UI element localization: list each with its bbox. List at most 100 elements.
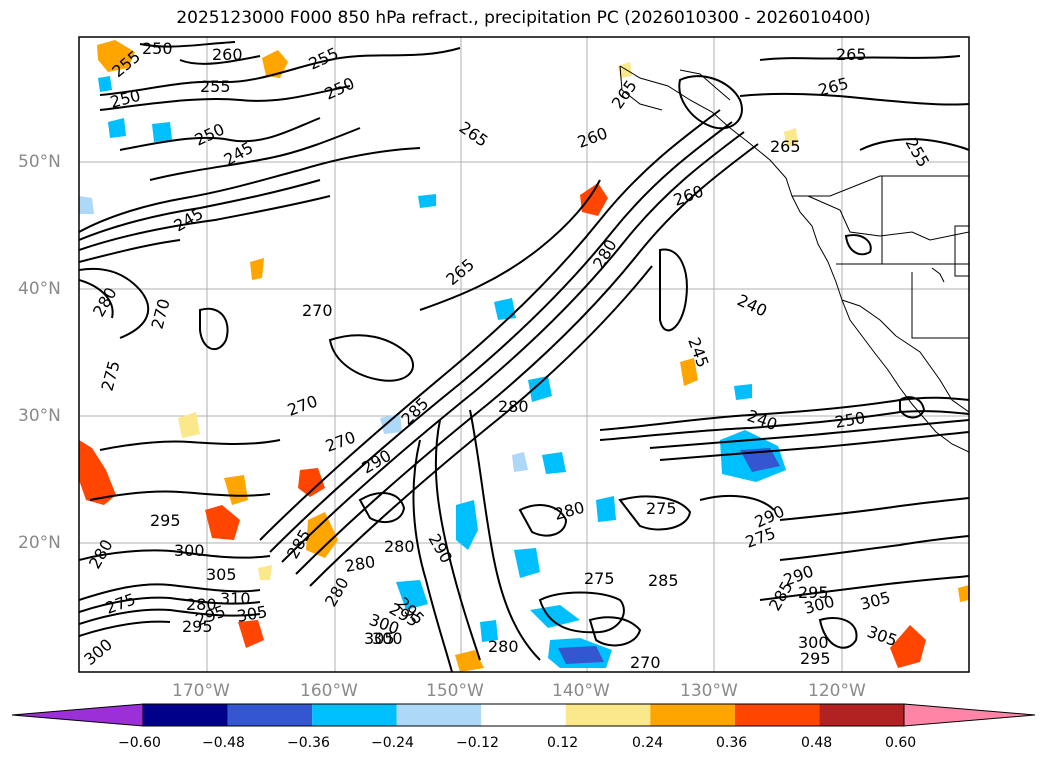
- contour-label: 280: [384, 537, 415, 556]
- colorbar-tick: 0.24: [632, 735, 664, 751]
- colorbar-extend-min: [11, 703, 144, 727]
- precip-positive-area: [618, 62, 632, 78]
- contour-label: 305: [364, 629, 395, 648]
- precip-positive-area: [224, 475, 248, 505]
- colorbar-tick: −0.36: [287, 735, 330, 751]
- colorbar: [11, 703, 1036, 727]
- precip-negative-area: [98, 76, 112, 92]
- map-border: [78, 36, 970, 673]
- refractivity-contours: [79, 41, 969, 672]
- lon-label-170w: 170°W: [172, 681, 230, 701]
- colorbar-segment: [312, 704, 397, 726]
- precip-positive-area: [890, 625, 926, 668]
- contour-label: 265: [836, 45, 867, 64]
- colorbar-segment: [734, 704, 820, 726]
- contour-label: 270: [302, 301, 333, 320]
- precip-negative-area: [514, 548, 540, 578]
- colorbar-segment: [396, 704, 482, 726]
- precip-negative-area: [396, 580, 428, 610]
- contour-label: 295: [182, 617, 213, 636]
- precip-negative-area: [512, 452, 528, 472]
- colorbar-segment: [227, 704, 313, 726]
- contour-label: 260: [212, 45, 243, 64]
- precip-negative-area: [740, 448, 780, 472]
- contour-label: 295: [800, 649, 831, 668]
- lon-label-150w: 150°W: [426, 681, 484, 701]
- precip-positive-area: [238, 620, 264, 648]
- precip-positive-area: [298, 468, 325, 497]
- contour-label: 280: [186, 595, 217, 614]
- colorbar-tick: 0.48: [801, 735, 833, 751]
- precip-negative-area: [152, 122, 172, 142]
- precip-negative-area: [528, 376, 552, 402]
- precip-negative-area: [456, 500, 478, 550]
- colorbar-tick: −0.60: [118, 735, 161, 751]
- map-frame: 250 260 255 250 255 250 255 250 245 245 …: [79, 37, 969, 672]
- colorbar-frame: [142, 703, 905, 727]
- contour-label: 285: [648, 571, 679, 590]
- map-title: 2025123000 F000 850 hPa refract., precip…: [176, 8, 871, 28]
- lat-label-30n: 30°N: [18, 406, 61, 426]
- colorbar-segment: [650, 704, 735, 726]
- precip-negative-area: [480, 620, 498, 642]
- precip-positive-area: [205, 505, 240, 540]
- precip-negative-area: [542, 452, 566, 474]
- precip-positive-area: [97, 40, 135, 72]
- contour-label: 310: [220, 589, 251, 608]
- precip-negative-area: [108, 118, 126, 138]
- colorbar-tick: −0.24: [371, 735, 414, 751]
- colorbar-tick: −0.48: [202, 735, 245, 751]
- precip-negative-area: [558, 646, 604, 664]
- colorbar-tick: 0.60: [885, 735, 917, 751]
- colorbar-segment: [819, 704, 904, 726]
- lat-label-40n: 40°N: [18, 279, 61, 299]
- lon-label-120w: 120°W: [808, 681, 866, 701]
- colorbar-extend-max: [903, 703, 1036, 727]
- precip-positive-area: [580, 183, 608, 216]
- contour-label: 250: [142, 39, 173, 58]
- contour-label: 295: [798, 583, 829, 602]
- lon-label-160w: 160°W: [300, 681, 358, 701]
- precip-positive-area: [79, 440, 116, 505]
- colorbar-segment: [565, 704, 651, 726]
- precip-negative-area: [596, 496, 616, 522]
- colorbar-tick: 0.36: [716, 735, 748, 751]
- precip-negative-area: [418, 194, 436, 208]
- contour-label: 305: [206, 565, 237, 584]
- precip-negative-area: [494, 298, 516, 320]
- contour-label: 300: [798, 633, 829, 652]
- colorbar-segment: [143, 704, 228, 726]
- contour-label: 270: [630, 653, 661, 672]
- precip-positive-area: [258, 565, 272, 580]
- precip-positive-area: [958, 585, 969, 602]
- precip-negative-area: [79, 196, 94, 214]
- lat-label-50n: 50°N: [18, 152, 61, 172]
- precip-positive-area: [250, 258, 264, 280]
- contour-label: 280: [498, 397, 529, 416]
- contour-label: 300: [174, 541, 205, 560]
- lon-label-140w: 140°W: [552, 681, 610, 701]
- precip-positive-area: [178, 412, 200, 438]
- precip-positive-area: [680, 358, 698, 386]
- contour-label: 300: [372, 629, 403, 648]
- lat-label-20n: 20°N: [18, 533, 61, 553]
- precip-negative-area: [380, 414, 402, 434]
- precip-negative-area: [530, 605, 580, 628]
- precip-shading: [79, 40, 969, 672]
- precip-positive-area: [455, 650, 484, 672]
- precip-positive-area: [262, 50, 288, 78]
- contour-label: 255: [200, 77, 231, 96]
- contour-label: 280: [488, 637, 519, 656]
- contour-label: 295: [150, 511, 181, 530]
- lon-label-130w: 130°W: [680, 681, 738, 701]
- contour-label: 275: [646, 499, 677, 518]
- colorbar-tick: −0.12: [456, 735, 499, 751]
- colorbar-tick: 0.12: [547, 735, 579, 751]
- colorbar-segments: [11, 703, 1036, 727]
- contour-label: 275: [584, 569, 615, 588]
- colorbar-segment: [481, 704, 566, 726]
- precip-negative-area: [734, 384, 752, 400]
- contour-label: 265: [770, 137, 801, 156]
- precip-positive-area: [784, 128, 798, 146]
